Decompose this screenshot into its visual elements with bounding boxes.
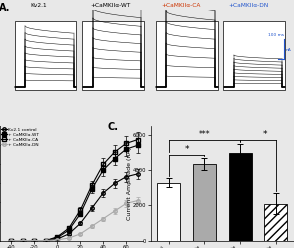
Text: +CaMKIIα-DN: +CaMKIIα-DN	[228, 3, 268, 8]
Bar	[157, 183, 180, 241]
Text: *: *	[263, 130, 268, 139]
Bar	[193, 164, 216, 241]
Legend: Kv2.1 control, + CaMKIIα-WT, + CaMKIIα-CA, + CaMKIIα-DN: Kv2.1 control, + CaMKIIα-WT, + CaMKIIα-C…	[1, 127, 40, 147]
Text: A.: A.	[0, 3, 10, 13]
Text: Kv2.1: Kv2.1	[30, 3, 46, 8]
Text: +CaMKIIα-CA: +CaMKIIα-CA	[161, 3, 201, 8]
Text: ***: ***	[199, 130, 210, 139]
Y-axis label: Current Amplitude (nA): Current Amplitude (nA)	[126, 147, 131, 220]
Bar	[15, 21, 76, 90]
Bar	[264, 204, 288, 241]
Text: +CaMKIIα-WT: +CaMKIIα-WT	[90, 3, 130, 8]
Text: *: *	[184, 145, 189, 154]
Bar	[223, 21, 285, 90]
Text: C.: C.	[108, 122, 118, 132]
Bar	[156, 21, 218, 90]
Bar	[228, 153, 252, 241]
Text: nA: nA	[285, 48, 291, 53]
Text: 100 ms: 100 ms	[268, 33, 284, 37]
Bar	[82, 21, 144, 90]
